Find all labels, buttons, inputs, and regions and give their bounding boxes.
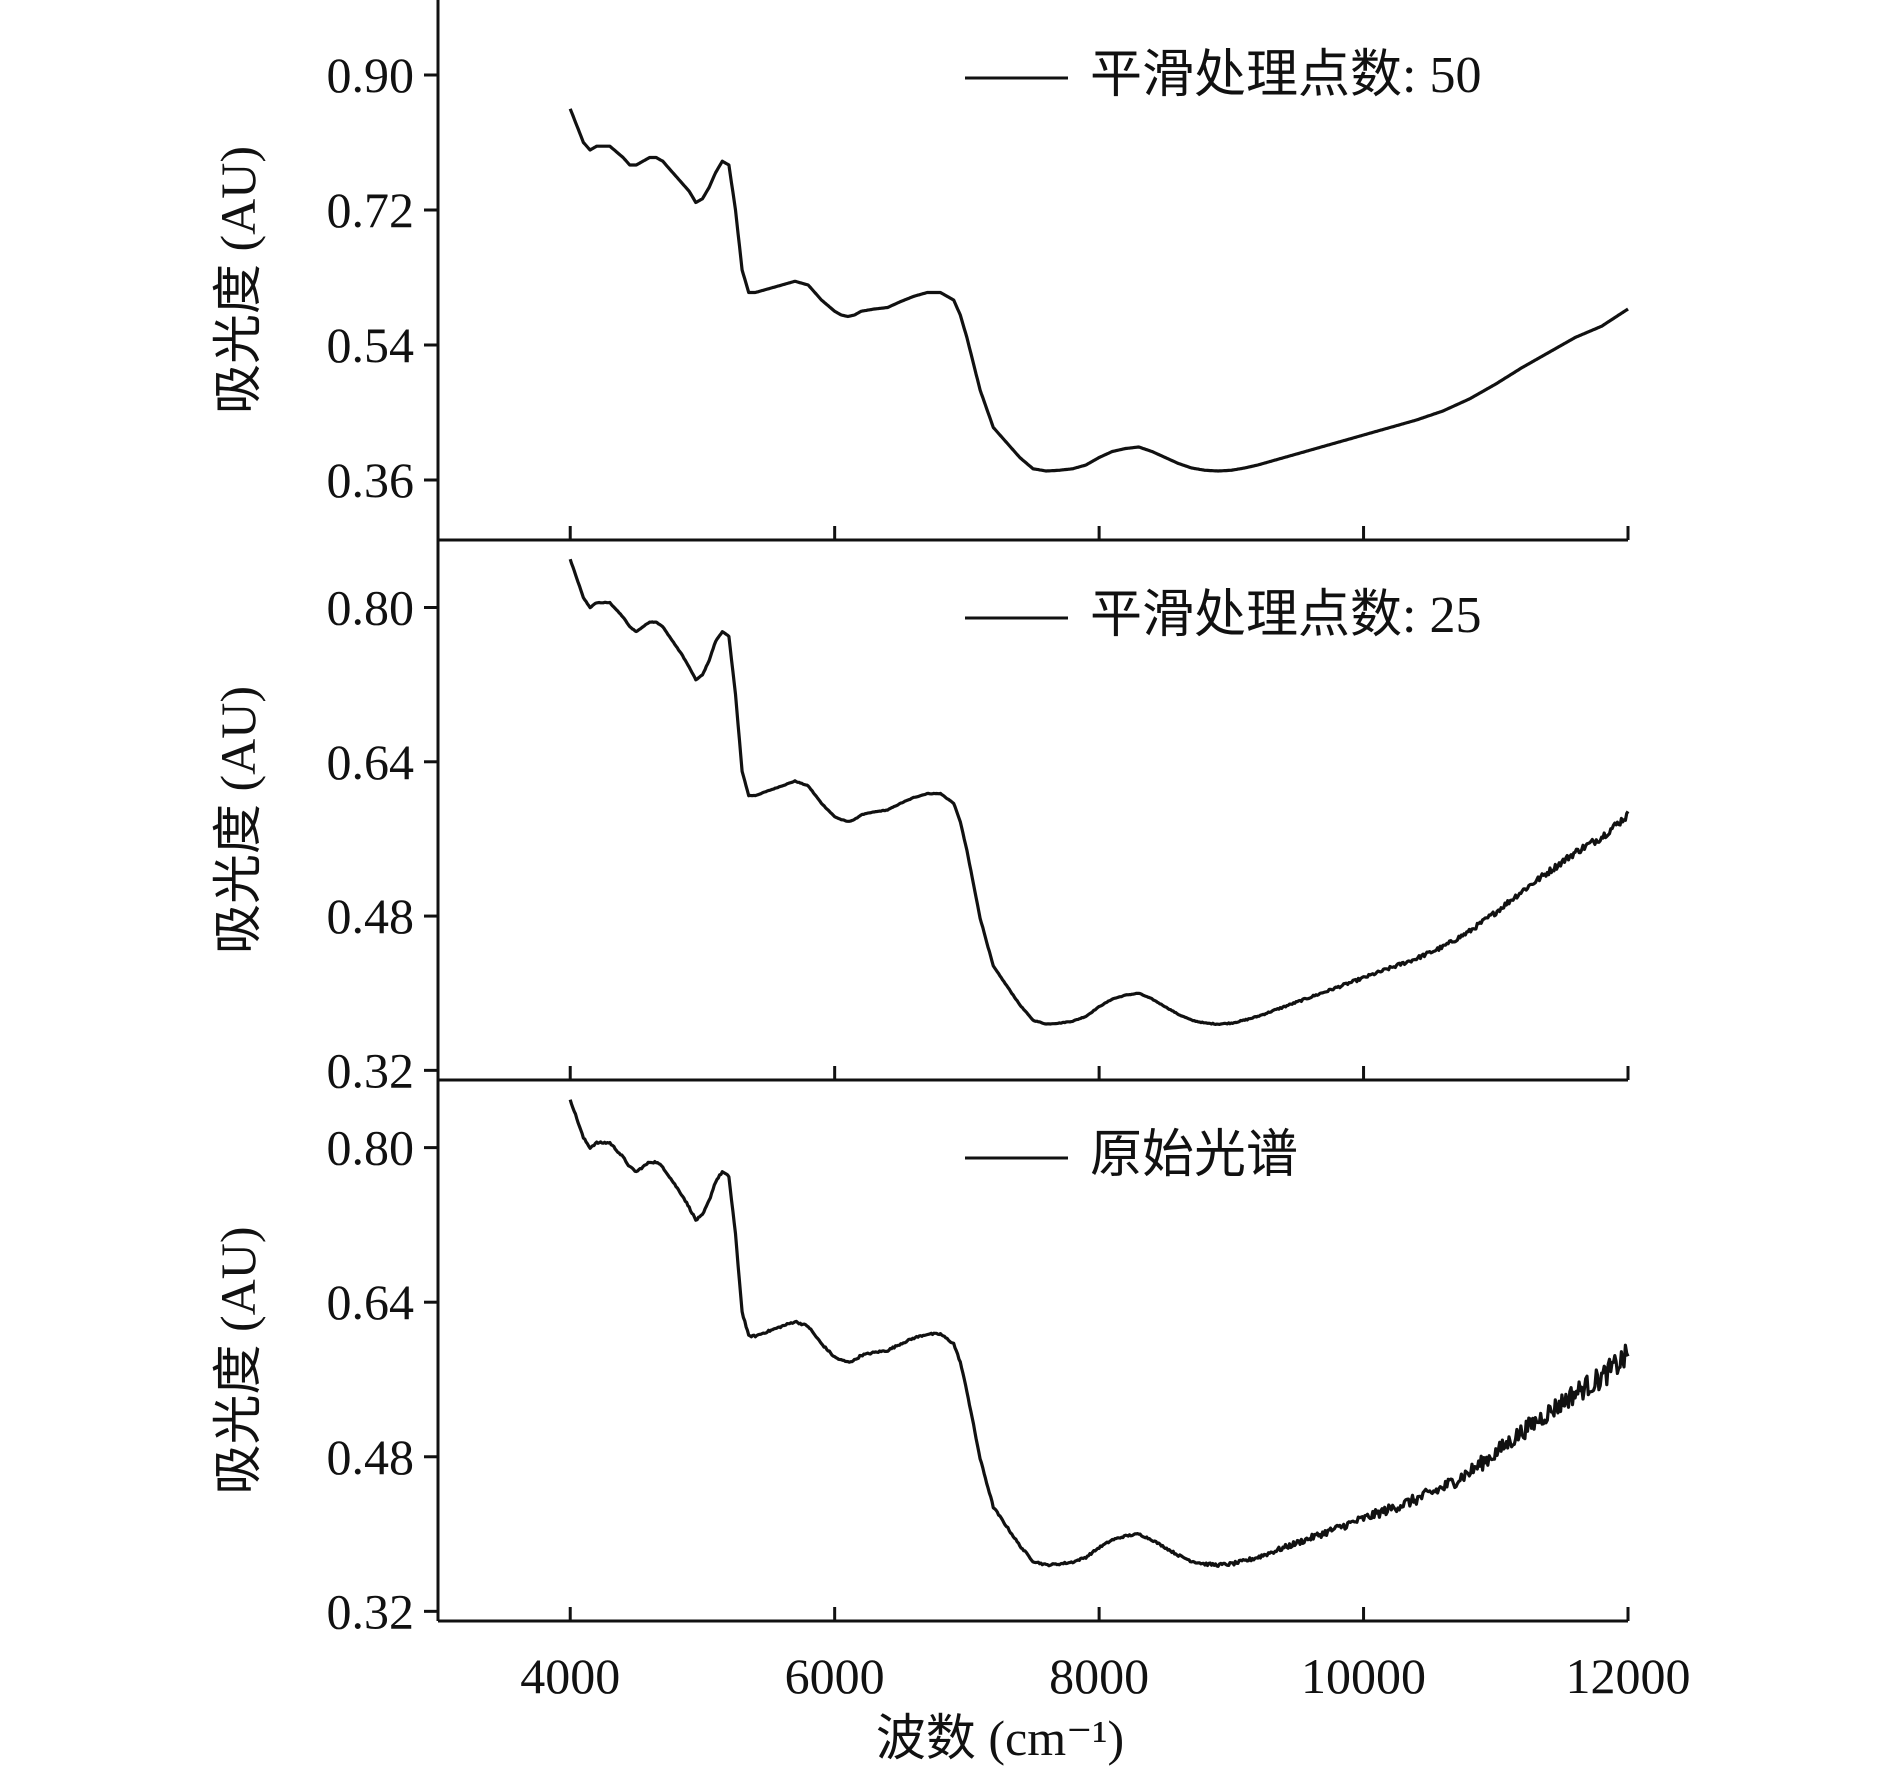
x-tick-label: 6000	[785, 1648, 885, 1704]
x-tick-label: 10000	[1301, 1648, 1426, 1704]
y-tick-label: 0.36	[327, 452, 415, 508]
x-axis-label: 波数 (cm⁻¹)	[876, 1710, 1124, 1766]
y-axis-label: 吸光度 (AU)	[210, 686, 266, 954]
y-tick-label: 0.64	[327, 1274, 415, 1330]
series-line	[568, 558, 1630, 1027]
x-tick-label: 8000	[1049, 1648, 1149, 1704]
y-axis-label: 吸光度 (AU)	[210, 146, 266, 414]
legend-entry: 原始光谱	[1090, 1127, 1298, 1184]
y-axis-label: 吸光度 (AU)	[210, 1226, 266, 1494]
y-tick-label: 0.90	[327, 47, 415, 103]
series-line	[568, 1099, 1630, 1569]
legend-entry: 平滑处理点数: 25	[1090, 587, 1481, 644]
y-tick-label: 0.48	[327, 1429, 415, 1485]
y-tick-label: 0.80	[327, 1120, 415, 1176]
panel-3: 0.32 0.48 0.64 0.80 吸光度 (AU) 原始光谱	[210, 1080, 1630, 1639]
y-tick-label: 0.64	[327, 734, 415, 790]
panel-1: 0.36 0.54 0.72 0.90 吸光度 (AU) 平滑处理点数: 50	[210, 0, 1630, 542]
legend-entry: 平滑处理点数: 50	[1090, 47, 1481, 104]
x-axis: 4000 6000 8000 10000 12000	[520, 1648, 1690, 1704]
series-line	[568, 108, 1629, 473]
y-tick-label: 0.72	[327, 182, 415, 238]
y-tick-label: 0.32	[327, 1583, 415, 1639]
y-tick-label: 0.54	[327, 317, 415, 373]
y-tick-label: 0.32	[327, 1042, 415, 1098]
y-tick-label: 0.80	[327, 580, 415, 636]
panel-2: 0.32 0.48 0.64 0.80 吸光度 (AU) 平滑处理点数: 25	[210, 540, 1630, 1098]
x-tick-label: 4000	[520, 1648, 620, 1704]
x-tick-label: 12000	[1566, 1648, 1691, 1704]
y-tick-label: 0.48	[327, 888, 415, 944]
